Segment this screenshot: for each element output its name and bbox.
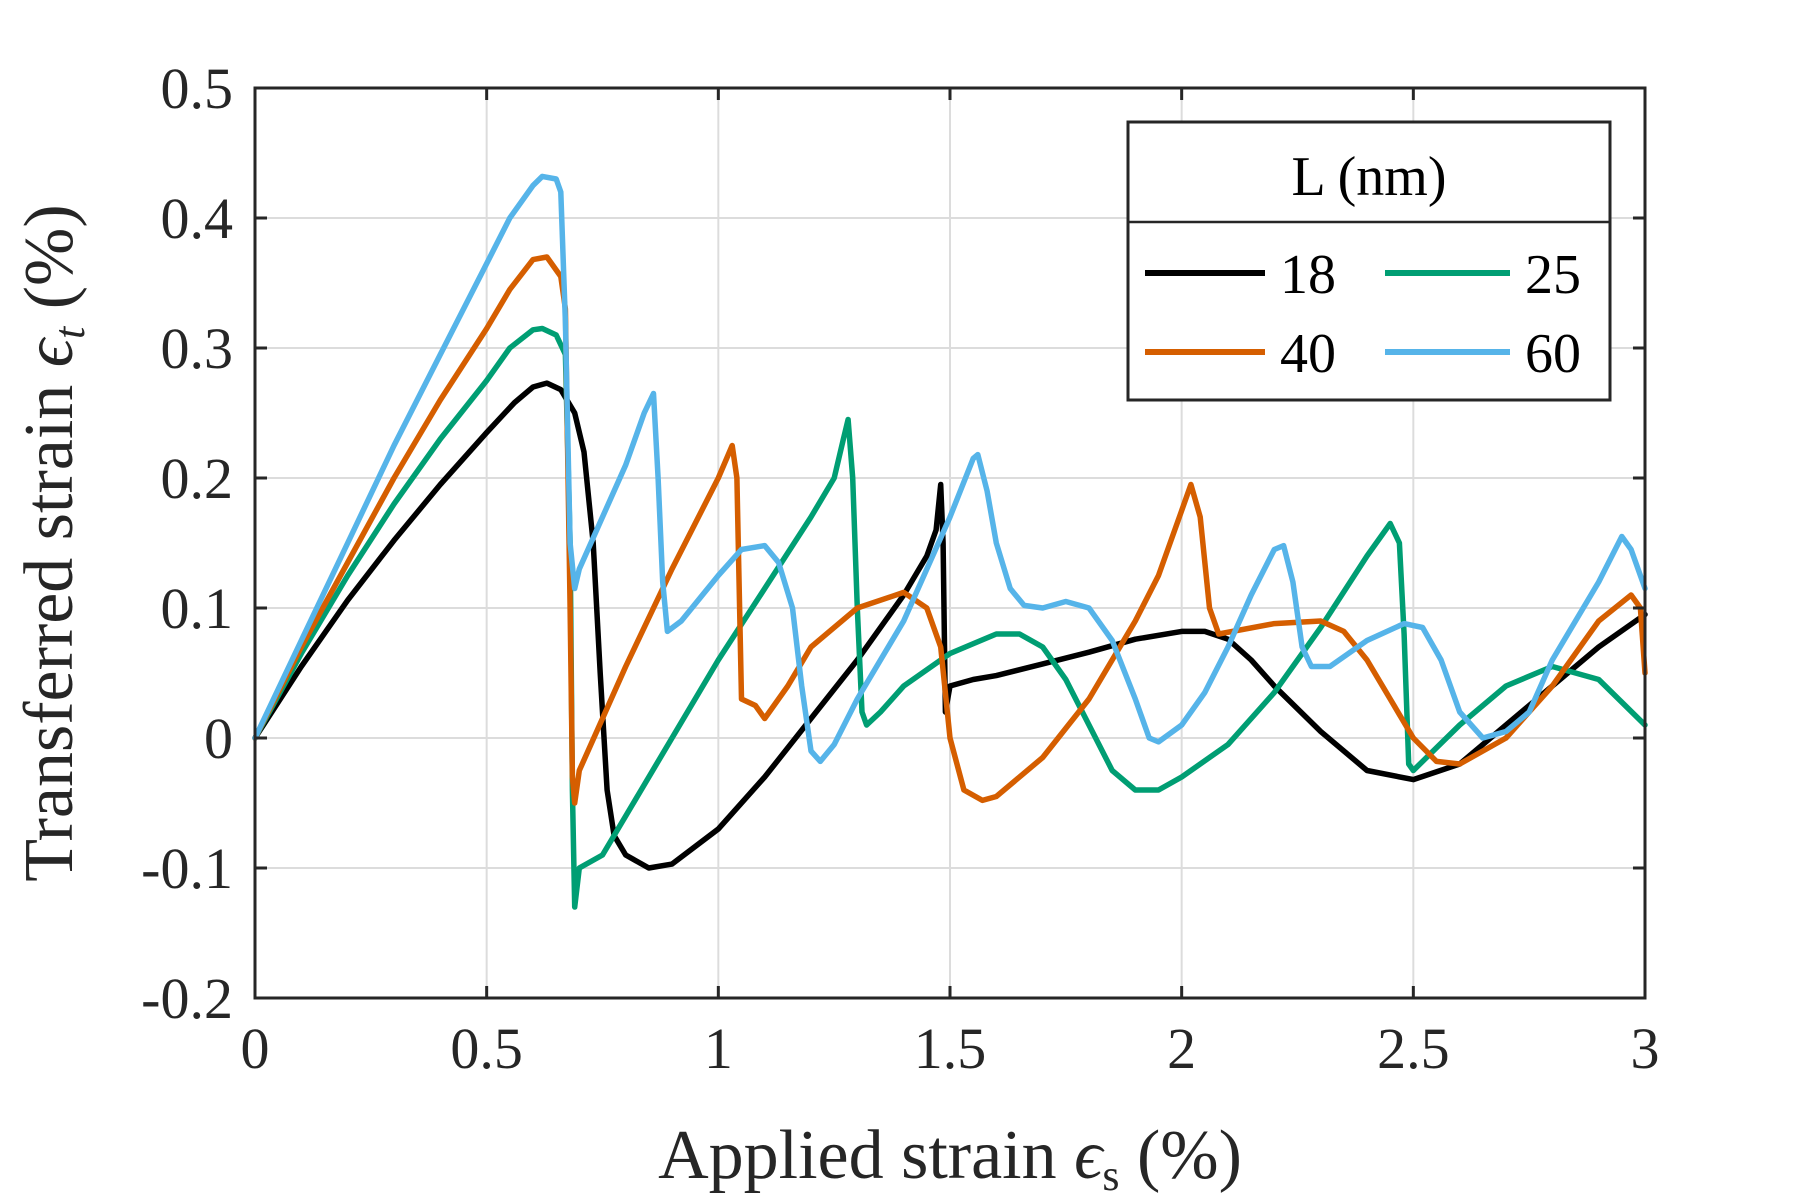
axis-ticks: [253, 86, 1647, 1000]
legend-label-L40: 40: [1280, 323, 1336, 385]
x-tick-label: 2: [1167, 1016, 1196, 1081]
x-tick-label: 1.5: [914, 1016, 987, 1081]
legend-entries: 18 25 40 60: [1145, 244, 1581, 385]
y-tick-label: 0.2: [161, 446, 234, 511]
legend-label-L18: 18: [1280, 244, 1336, 306]
y-tick-labels: -0.2 -0.1 0 0.1 0.2 0.3 0.4 0.5: [141, 56, 233, 1031]
y-tick-label: -0.2: [141, 966, 233, 1031]
series-line-L18: [252, 380, 1648, 871]
y-tick-label: 0.3: [161, 316, 234, 381]
x-tick-label: 3: [1631, 1016, 1660, 1081]
legend: L (nm) 18 25 40 60: [1126, 120, 1612, 402]
series-line-L60: [252, 173, 1648, 765]
y-tick-label: 0.4: [161, 186, 234, 251]
y-tick-label: -0.1: [141, 836, 233, 901]
x-axis-label: Applied strain ϵs (%): [658, 1117, 1242, 1200]
y-tick-label: 0.5: [161, 56, 234, 121]
y-axis-label: Transferred strain ϵt (%): [11, 204, 94, 881]
x-tick-label: 2.5: [1377, 1016, 1450, 1081]
x-tick-label: 1: [704, 1016, 733, 1081]
x-tick-label: 0.5: [450, 1016, 523, 1081]
series-layer: [252, 173, 1648, 910]
x-tick-labels: 0 0.5 1 1.5 2 2.5 3: [241, 1016, 1660, 1081]
legend-title: L (nm): [1292, 146, 1447, 208]
series-line-L25: [252, 325, 1648, 910]
legend-label-L25: 25: [1525, 244, 1581, 306]
y-tick-label: 0: [204, 706, 233, 771]
x-tick-label: 0: [241, 1016, 270, 1081]
legend-label-L60: 60: [1525, 323, 1581, 385]
y-tick-label: 0.1: [161, 576, 234, 641]
